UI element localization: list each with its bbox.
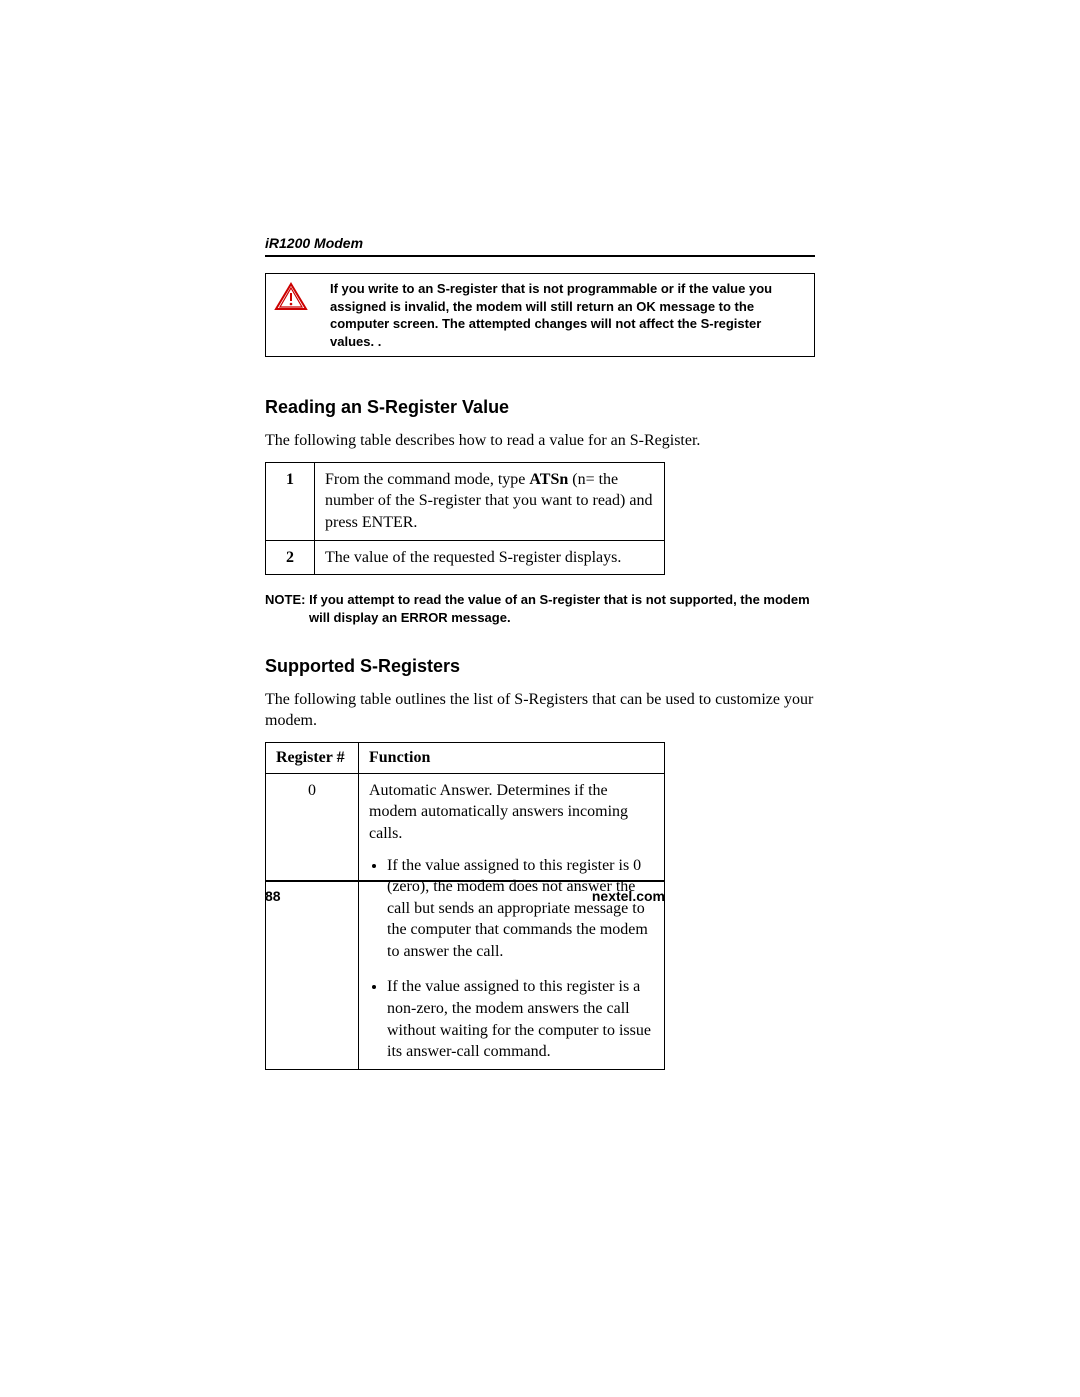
section1-intro: The following table describes how to rea… bbox=[265, 430, 815, 452]
table-row: 1 From the command mode, type ATSn (n= t… bbox=[266, 462, 665, 540]
header-rule bbox=[265, 255, 815, 257]
table-row: 2 The value of the requested S-register … bbox=[266, 540, 665, 575]
running-header: iR1200 Modem bbox=[265, 235, 815, 251]
note-block: NOTE: If you attempt to read the value o… bbox=[265, 591, 815, 627]
col-register: Register # bbox=[266, 742, 359, 773]
step-text: The value of the requested S-register di… bbox=[315, 540, 665, 575]
warning-icon-cell bbox=[274, 280, 330, 350]
section2-intro: The following table outlines the list of… bbox=[265, 689, 815, 732]
warning-text: If you write to an S-register that is no… bbox=[330, 280, 804, 350]
list-item: If the value assigned to this register i… bbox=[387, 976, 654, 1062]
heading-reading-s-register: Reading an S-Register Value bbox=[265, 397, 815, 418]
register-function: Automatic Answer. Determines if the mode… bbox=[359, 773, 665, 1069]
step-text-pre: From the command mode, type bbox=[325, 471, 529, 488]
step-text-bold: ATSn bbox=[529, 471, 568, 488]
step-number: 2 bbox=[266, 540, 315, 575]
page-content: iR1200 Modem If you write to an S-regist… bbox=[265, 235, 815, 1070]
table-row: 0 Automatic Answer. Determines if the mo… bbox=[266, 773, 665, 1069]
note-body: If you attempt to read the value of an S… bbox=[309, 592, 810, 625]
note-label: NOTE: bbox=[265, 592, 305, 607]
registers-table: Register # Function 0 Automatic Answer. … bbox=[265, 742, 665, 1070]
register-number: 0 bbox=[266, 773, 359, 1069]
register-desc: Automatic Answer. Determines if the mode… bbox=[369, 782, 628, 842]
steps-table: 1 From the command mode, type ATSn (n= t… bbox=[265, 462, 665, 575]
warning-box: If you write to an S-register that is no… bbox=[265, 273, 815, 357]
page-number: 88 bbox=[265, 888, 281, 904]
heading-supported-s-registers: Supported S-Registers bbox=[265, 656, 815, 677]
list-item: If the value assigned to this register i… bbox=[387, 855, 654, 963]
step-text: From the command mode, type ATSn (n= the… bbox=[315, 462, 665, 540]
step-number: 1 bbox=[266, 462, 315, 540]
footer-site: nextel.com bbox=[592, 888, 665, 904]
col-function: Function bbox=[359, 742, 665, 773]
warning-icon bbox=[274, 282, 308, 312]
table-header-row: Register # Function bbox=[266, 742, 665, 773]
page-footer: 88 nextel.com bbox=[265, 880, 665, 904]
